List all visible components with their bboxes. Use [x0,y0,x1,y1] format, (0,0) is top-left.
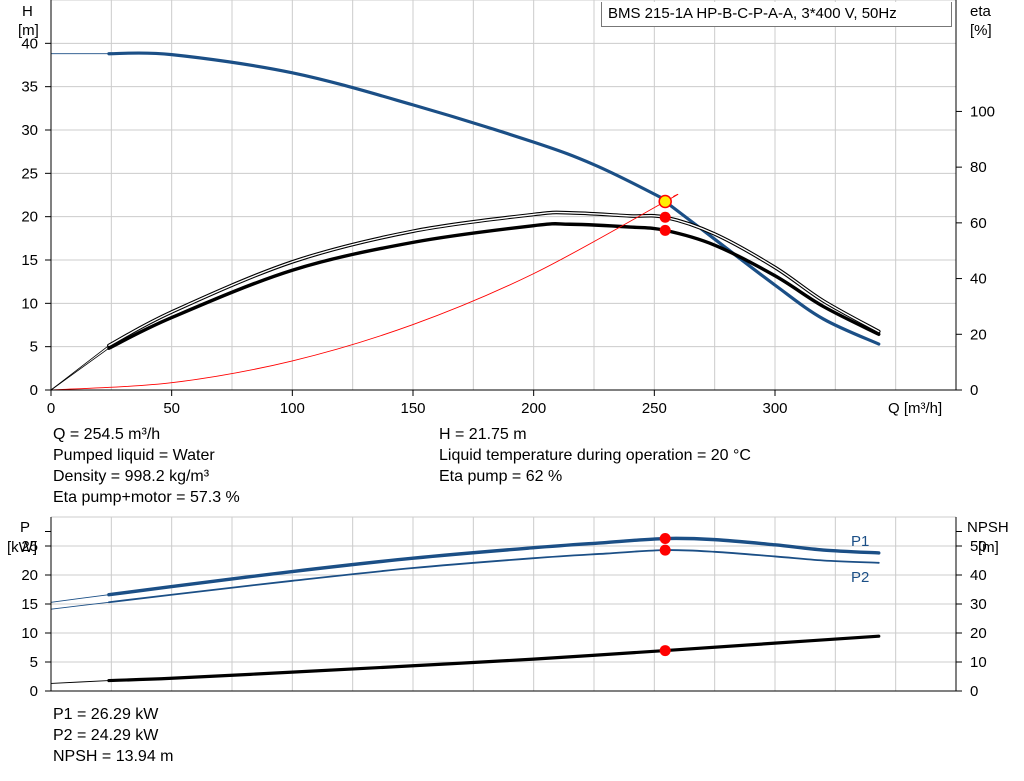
head-tick-label: 35 [21,79,38,96]
density-value: Density = 998.2 kg/m³ [53,468,210,485]
flow-tick-label: 300 [762,400,787,417]
eta-tick-label: 20 [970,326,987,343]
npsh-tick-label: 40 [970,567,987,584]
eta-tick-label: 80 [970,159,987,176]
system-curve-curve [50,193,679,391]
eta-tick-label: 40 [970,271,987,288]
eta-pump-curve-fill [108,211,880,347]
head-tick-label: 15 [21,252,38,269]
head-tick-label: 30 [21,122,38,139]
eta-pump-value: Eta pump = 62 % [439,468,563,485]
power-axis-label: P [20,519,30,536]
p2-extension [50,601,109,610]
p1-value: P1 = 26.29 kW [53,706,159,723]
p1-marker [659,533,671,545]
npsh-extension [50,680,109,684]
flow-tick-label: 0 [47,400,55,417]
p2-value: P2 = 24.29 kW [53,727,159,744]
flow-tick-label: 100 [280,400,305,417]
eta-tick-label: 100 [970,103,995,120]
top-plot-markers [658,194,672,236]
eta-pump-curve-outline [107,210,881,348]
head-tick-label: 20 [21,209,38,226]
power-tick-label: 10 [21,625,38,642]
eta-pump-motor-extension [50,347,110,391]
top-plot-ticks: 0 5 10 15 20 25 30 35 40 0 20 40 60 80 100 0 50 100 150 200… [21,0,995,417]
flow-tick-label: 250 [642,400,667,417]
duty-info-left: Q = 254.5 m³/h Pumped liquid = Water Den… [53,424,240,508]
power-tick-label: 25 [21,538,38,555]
eta-pump-marker [659,211,671,223]
bottom-plot-curves [50,536,881,684]
top-plot-curves [50,51,881,391]
p2-marker [659,544,671,556]
npsh-tick-label: 50 [970,538,987,555]
eta-tick-label: 0 [970,382,978,399]
power-tick-label: 20 [21,567,38,584]
npsh-axis-label: NPSH [967,519,1009,536]
power-npsh-plot: 0 5 10 15 20 25 0 10 20 30 40 50 P [kW] NPSH [m] P1… [7,516,1009,700]
bottom-plot-ticks: 0 5 10 15 20 25 0 10 20 30 40 50 [21,517,987,700]
npsh-value: NPSH = 13.94 m [53,748,174,765]
liquid-temperature: Liquid temperature during operation = 20… [439,447,751,464]
eta-pump-motor-marker [659,224,671,236]
eta-axis-unit: [%] [970,22,992,39]
head-tick-label: 25 [21,165,38,182]
flow-axis-label: Q [m³/h] [888,400,942,417]
head-value: H = 21.75 m [439,426,527,443]
npsh-tick-label: 0 [970,683,978,700]
p2-series-label: P2 [851,569,869,586]
head-tick-label: 10 [21,295,38,312]
flow-tick-label: 50 [163,400,180,417]
duty-point-marker [658,194,672,209]
head-tick-label: 0 [30,382,38,399]
bottom-plot-grid [51,516,956,691]
p2-curve [108,549,880,604]
power-tick-label: 15 [21,596,38,613]
pumped-liquid: Pumped liquid = Water [53,447,215,464]
head-efficiency-plot: 0 5 10 15 20 25 30 35 40 0 20 40 60 80 100 0 50 100 150 200… [18,0,995,417]
flow-value: Q = 254.5 m³/h [53,426,161,443]
npsh-tick-label: 10 [970,654,987,671]
power-axis-unit: [kW] [7,539,37,556]
head-axis-unit: [m] [18,22,39,39]
power-info: P1 = 26.29 kW P2 = 24.29 kW NPSH = 13.94… [53,704,174,767]
eta-pump-motor-curve [107,222,881,350]
npsh-tick-label: 30 [970,596,987,613]
npsh-curve [107,634,881,683]
npsh-axis-unit: [m] [978,539,999,556]
head-tick-label: 40 [21,35,38,52]
top-plot-grid [51,0,956,390]
power-tick-label: 5 [30,654,38,671]
npsh-marker [659,645,671,657]
p1-extension [50,594,109,603]
flow-tick-label: 150 [400,400,425,417]
eta-tick-label: 60 [970,215,987,232]
bottom-plot-markers [659,533,671,657]
power-tick-label: 0 [30,683,38,700]
npsh-tick-label: 20 [970,625,987,642]
p1-curve [107,536,881,597]
duty-info-right: H = 21.75 m Liquid temperature during op… [439,424,751,487]
p1-series-label: P1 [851,533,869,550]
h-curve [107,51,881,346]
eta-axis-label: eta [970,3,992,20]
pump-model-title: BMS 215-1A HP-B-C-P-A-A, 3*400 V, 50Hz [601,2,952,27]
flow-tick-label: 200 [521,400,546,417]
head-tick-label: 5 [30,339,38,356]
head-axis-label: H [22,3,33,20]
eta-pump-motor-value: Eta pump+motor = 57.3 % [53,489,240,506]
